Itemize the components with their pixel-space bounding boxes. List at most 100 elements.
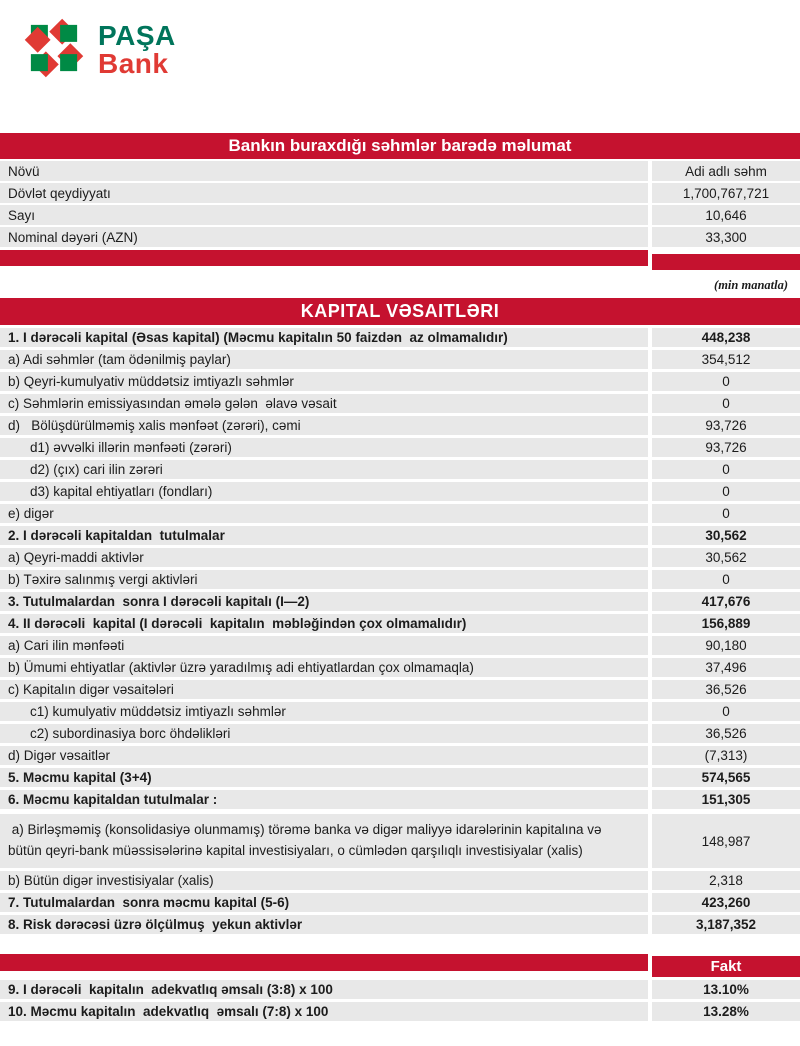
row-label: d) Digər vəsaitlər: [0, 746, 648, 765]
table-row: b) Bütün digər investisiyalar (xalis) 2,…: [0, 871, 800, 890]
row-value: 33,300: [652, 227, 800, 247]
row-value: 90,180: [652, 636, 800, 655]
row-label: 3. Tutulmalardan sonra I dərəcəli kapita…: [0, 592, 648, 611]
row-value: 10,646: [652, 205, 800, 225]
row-value: 2,318: [652, 871, 800, 890]
table-row: Dövlət qeydiyyatı 1,700,767,721: [0, 183, 800, 203]
row-value: 93,726: [652, 416, 800, 435]
row-value: 36,526: [652, 724, 800, 743]
row-label: c) Səhmlərin emissiyasından əmələ gələn …: [0, 394, 648, 413]
separator-left-segment: [0, 250, 648, 266]
separator-right-segment: [652, 254, 800, 270]
wordmark-pasa: PAŞA: [98, 20, 176, 51]
row-value: 574,565: [652, 768, 800, 787]
row-label: 10. Məcmu kapitalın adekvatlıq əmsalı (7…: [0, 1002, 648, 1021]
table-row: 2. I dərəcəli kapitaldan tutulmalar 30,5…: [0, 526, 800, 545]
row-value: 151,305: [652, 790, 800, 809]
table-row: c) Səhmlərin emissiyasından əmələ gələn …: [0, 394, 800, 413]
table-row: 8. Risk dərəcəsi üzrə ölçülmuş yekun akt…: [0, 915, 800, 934]
row-label: Sayı: [0, 205, 648, 225]
row-value: 36,526: [652, 680, 800, 699]
row-label: Növü: [0, 161, 648, 181]
table-row: c1) kumulyativ müddətsiz imtiyazlı səhml…: [0, 702, 800, 721]
row-label: 1. I dərəcəli kapital (Əsas kapital) (Mə…: [0, 328, 648, 347]
row-label: Nominal dəyəri (AZN): [0, 227, 648, 247]
table-row: b) Qeyri-kumulyativ müddətsiz imtiyazlı …: [0, 372, 800, 391]
table-row: Sayı 10,646: [0, 205, 800, 225]
row-label: b) Təxirə salınmış vergi aktivləri: [0, 570, 648, 589]
row-label: b) Ümumi ehtiyatlar (aktivlər üzrə yarad…: [0, 658, 648, 677]
row-value: 93,726: [652, 438, 800, 457]
row-value: 3,187,352: [652, 915, 800, 934]
row-label: d1) əvvəlki illərin mənfəəti (zərəri): [0, 438, 648, 457]
capital-table: 1. I dərəcəli kapital (Əsas kapital) (Mə…: [0, 328, 800, 934]
row-value: 13.10%: [652, 980, 800, 999]
table-row: 10. Məcmu kapitalın adekvatlıq əmsalı (7…: [0, 1002, 800, 1021]
row-value: 0: [652, 372, 800, 391]
row-value: Adi adlı səhm: [652, 161, 800, 181]
table-row: c2) subordinasiya borc öhdəlikləri 36,52…: [0, 724, 800, 743]
row-value: 417,676: [652, 592, 800, 611]
table-row: d3) kapital ehtiyatları (fondları) 0: [0, 482, 800, 501]
table-row: 7. Tutulmalardan sonra məcmu kapital (5-…: [0, 893, 800, 912]
row-value: 1,700,767,721: [652, 183, 800, 203]
table-row: 3. Tutulmalardan sonra I dərəcəli kapita…: [0, 592, 800, 611]
row-value: 354,512: [652, 350, 800, 369]
row-label: a) Birləşməmiş (konsolidasiyə olunmamış)…: [0, 814, 648, 868]
fakt-header-bar: Fakt: [0, 954, 800, 977]
row-label: d3) kapital ehtiyatları (fondları): [0, 482, 648, 501]
row-label: 7. Tutulmalardan sonra məcmu kapital (5-…: [0, 893, 648, 912]
row-label: c1) kumulyativ müddətsiz imtiyazlı səhml…: [0, 702, 648, 721]
row-value: 0: [652, 394, 800, 413]
row-value: 156,889: [652, 614, 800, 633]
row-value: 30,562: [652, 526, 800, 545]
table-row: 5. Məcmu kapital (3+4) 574,565: [0, 768, 800, 787]
row-value: 37,496: [652, 658, 800, 677]
table-row: e) digər 0: [0, 504, 800, 523]
table-row: d2) (çıx) cari ilin zərəri 0: [0, 460, 800, 479]
capital-table-title: KAPITAL VƏSAITLƏRI: [0, 298, 800, 325]
row-label: 2. I dərəcəli kapitaldan tutulmalar: [0, 526, 648, 545]
row-value: 0: [652, 504, 800, 523]
table-row: d) Bölüşdürülməmiş xalis mənfəət (zərəri…: [0, 416, 800, 435]
table-row: 6. Məcmu kapitaldan tutulmalar : 151,305: [0, 790, 800, 809]
row-label: a) Cari ilin mənfəəti: [0, 636, 648, 655]
table-row: a) Qeyri-maddi aktivlər 30,562: [0, 548, 800, 567]
shares-table-title: Bankın buraxdığı səhmlər barədə məlumat: [0, 133, 800, 159]
row-label: Dövlət qeydiyyatı: [0, 183, 648, 203]
table-row: 9. I dərəcəli kapitalın adekvatlıq əmsal…: [0, 980, 800, 999]
table-row: a) Birləşməmiş (konsolidasiyə olunmamış)…: [0, 814, 800, 868]
row-value: 30,562: [652, 548, 800, 567]
bank-wordmark: PAŞA Bank: [98, 22, 176, 78]
row-label: b) Qeyri-kumulyativ müddətsiz imtiyazlı …: [0, 372, 648, 391]
row-label: c) Kapitalın digər vəsaitələri: [0, 680, 648, 699]
shares-table: Növü Adi adlı səhm Dövlət qeydiyyatı 1,7…: [0, 161, 800, 247]
row-value: 423,260: [652, 893, 800, 912]
red-separator-bar: [0, 250, 800, 271]
table-row: 4. II dərəcəli kapital (I dərəcəli kapit…: [0, 614, 800, 633]
row-label: b) Bütün digər investisiyalar (xalis): [0, 871, 648, 890]
row-value: (7,313): [652, 746, 800, 765]
row-value: 13.28%: [652, 1002, 800, 1021]
row-label: d2) (çıx) cari ilin zərəri: [0, 460, 648, 479]
row-value: 448,238: [652, 328, 800, 347]
table-row: 1. I dərəcəli kapital (Əsas kapital) (Mə…: [0, 328, 800, 347]
row-label: c2) subordinasiya borc öhdəlikləri: [0, 724, 648, 743]
table-row: c) Kapitalın digər vəsaitələri 36,526: [0, 680, 800, 699]
table-row: Nominal dəyəri (AZN) 33,300: [0, 227, 800, 247]
row-label: 6. Məcmu kapitaldan tutulmalar :: [0, 790, 648, 809]
row-label: 8. Risk dərəcəsi üzrə ölçülmuş yekun akt…: [0, 915, 648, 934]
row-value: 148,987: [652, 814, 800, 868]
table-row: a) Adi səhmlər (tam ödənilmiş paylar) 35…: [0, 350, 800, 369]
row-label: e) digər: [0, 504, 648, 523]
table-row: Növü Adi adlı səhm: [0, 161, 800, 181]
row-label: 5. Məcmu kapital (3+4): [0, 768, 648, 787]
table-row: d) Digər vəsaitlər (7,313): [0, 746, 800, 765]
row-value: 0: [652, 460, 800, 479]
row-label: 4. II dərəcəli kapital (I dərəcəli kapit…: [0, 614, 648, 633]
fakt-bar-left-segment: [0, 954, 648, 971]
row-label: d) Bölüşdürülməmiş xalis mənfəət (zərəri…: [0, 416, 648, 435]
row-label: 9. I dərəcəli kapitalın adekvatlıq əmsal…: [0, 980, 648, 999]
table-row: b) Təxirə salınmış vergi aktivləri 0: [0, 570, 800, 589]
